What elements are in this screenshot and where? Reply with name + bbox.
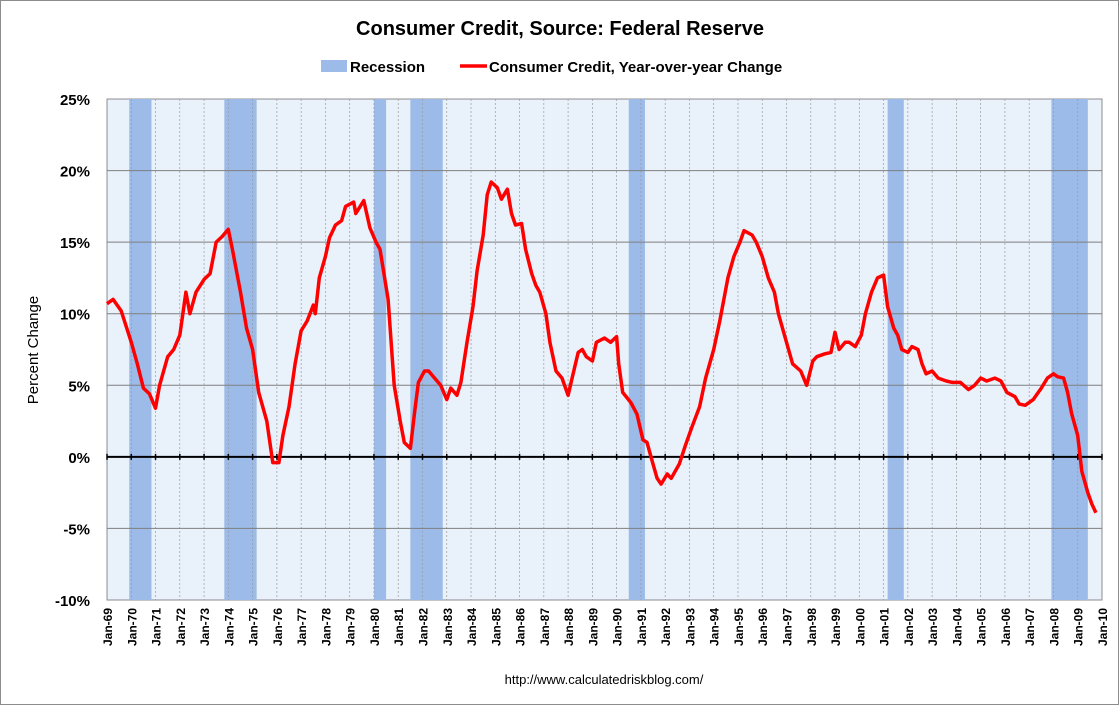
x-tick-label: Jan-96 xyxy=(756,608,770,646)
x-tick-label: Jan-79 xyxy=(344,608,358,646)
recession-band xyxy=(887,99,904,600)
x-tick-label: Jan-88 xyxy=(562,608,576,646)
horizontal-gridlines xyxy=(107,170,1102,529)
x-tick-label: Jan-86 xyxy=(514,608,528,646)
x-tick-label: Jan-06 xyxy=(999,608,1013,646)
x-tick-label: Jan-78 xyxy=(319,608,333,646)
x-tick-label: Jan-03 xyxy=(926,608,940,646)
x-tick-label: Jan-92 xyxy=(659,608,673,646)
plot-area xyxy=(106,98,1103,601)
y-tick-label: 25% xyxy=(60,92,90,109)
recession-band xyxy=(628,99,645,600)
x-tick-label: Jan-70 xyxy=(125,608,139,646)
x-tick-label: Jan-00 xyxy=(853,608,867,646)
x-tick-label: Jan-85 xyxy=(489,608,503,646)
x-tick-label: Jan-89 xyxy=(586,608,600,646)
x-tick-label: Jan-09 xyxy=(1072,608,1086,646)
x-tick-label: Jan-76 xyxy=(271,608,285,646)
x-tick-label: Jan-77 xyxy=(295,608,309,646)
y-tick-label: 5% xyxy=(68,378,90,395)
y-tick-label: 15% xyxy=(60,235,90,252)
x-tick-label: Jan-69 xyxy=(101,608,115,646)
x-tick-label: Jan-10 xyxy=(1096,608,1110,646)
x-tick-label: Jan-05 xyxy=(975,608,989,646)
y-tick-label: 10% xyxy=(60,307,90,324)
x-tick-label: Jan-08 xyxy=(1047,608,1061,646)
y-axis-tick-labels: 25% 20% 15% 10% 5% 0% -5% -10% xyxy=(55,92,90,610)
x-tick-label: Jan-83 xyxy=(441,608,455,646)
recession-band xyxy=(373,99,387,600)
x-tick-label: Jan-90 xyxy=(611,608,625,646)
legend-recession-swatch xyxy=(321,60,347,72)
x-tick-label: Jan-80 xyxy=(368,608,382,646)
x-tick-label: Jan-73 xyxy=(198,608,212,646)
x-tick-label: Jan-75 xyxy=(247,608,261,646)
legend-recession-label: Recession xyxy=(350,59,425,76)
x-tick-label: Jan-82 xyxy=(416,608,430,646)
x-tick-label: Jan-04 xyxy=(950,608,964,646)
x-tick-label: Jan-95 xyxy=(732,608,746,646)
x-tick-label: Jan-81 xyxy=(392,608,406,646)
x-tick-label: Jan-01 xyxy=(878,608,892,646)
recession-band xyxy=(1051,99,1088,600)
y-tick-label: -10% xyxy=(55,593,90,610)
x-tick-label: Jan-87 xyxy=(538,608,552,646)
x-tick-label: Jan-94 xyxy=(708,608,722,646)
x-tick-label: Jan-91 xyxy=(635,608,649,646)
recession-band xyxy=(129,99,152,600)
x-tick-label: Jan-97 xyxy=(781,608,795,646)
y-axis-label: Percent Change xyxy=(25,296,42,404)
y-tick-label: 0% xyxy=(68,450,90,467)
x-tick-label: Jan-02 xyxy=(902,608,916,646)
x-tick-label: Jan-84 xyxy=(465,608,479,646)
chart-title: Consumer Credit, Source: Federal Reserve xyxy=(356,18,764,40)
series-line-consumer-credit xyxy=(105,180,1098,514)
x-tick-label: Jan-74 xyxy=(222,608,236,646)
source-note: http://www.calculatedriskblog.com/ xyxy=(505,672,704,687)
y-tick-label: 20% xyxy=(60,164,90,181)
recession-band xyxy=(410,99,443,600)
recession-bands xyxy=(129,99,1088,600)
x-tick-label: Jan-72 xyxy=(174,608,188,646)
legend: Recession Consumer Credit, Year-over-yea… xyxy=(321,59,782,76)
y-tick-label: -5% xyxy=(63,521,90,538)
x-tick-label: Jan-98 xyxy=(805,608,819,646)
x-tick-label: Jan-71 xyxy=(150,608,164,646)
x-tick-label: Jan-99 xyxy=(829,608,843,646)
legend-line-label: Consumer Credit, Year-over-year Change xyxy=(489,59,782,76)
x-tick-label: Jan-93 xyxy=(683,608,697,646)
x-axis-tick-labels: Jan-69 Jan-70 Jan-71 Jan-72 Jan-73 Jan-74 Jan-… xyxy=(101,608,1110,646)
x-tick-label: Jan-07 xyxy=(1023,608,1037,646)
